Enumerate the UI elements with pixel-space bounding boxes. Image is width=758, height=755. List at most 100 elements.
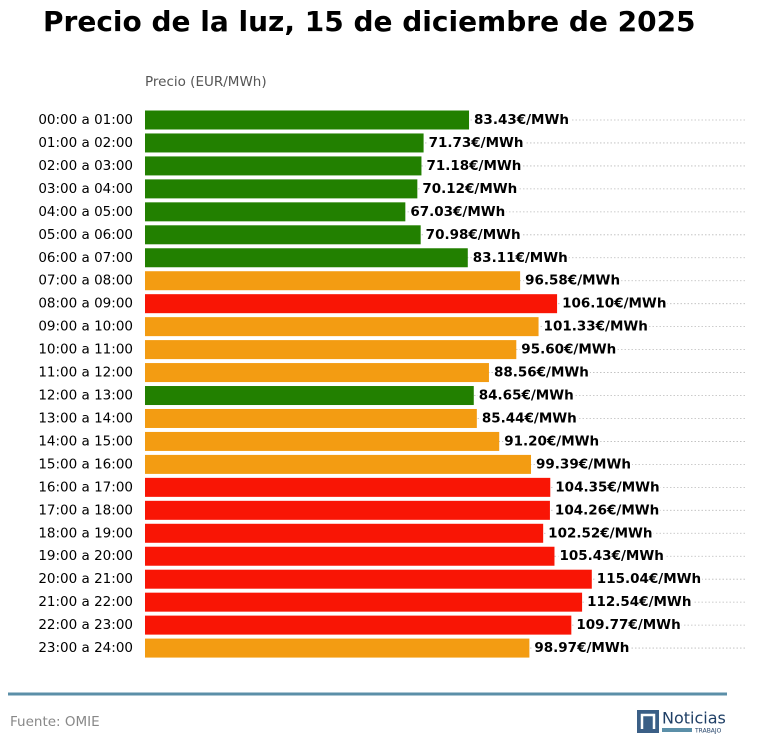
label-bg [558,548,665,565]
y-tick-label: 11:00 a 12:00 [38,365,133,381]
label-bg [520,341,618,358]
y-tick-label: 01:00 a 02:00 [38,135,133,151]
value-label: 84.65€/MWh [479,388,574,404]
value-label: 109.77€/MWh [576,617,680,633]
bar [145,638,530,658]
value-label: 70.12€/MWh [422,181,517,197]
bar [145,431,500,451]
value-label: 95.60€/MWh [521,342,616,358]
label-bg [425,157,523,174]
logo-glyph [640,713,656,729]
label-bg [409,203,507,220]
y-tick-label: 16:00 a 17:00 [38,479,133,495]
y-tick-label: 19:00 a 20:00 [38,548,133,564]
label-bg [553,502,661,519]
value-label: 85.44€/MWh [482,410,577,426]
y-tick-label: 20:00 a 21:00 [38,571,133,587]
bar [145,179,418,199]
y-tick-label: 08:00 a 09:00 [38,296,133,312]
label-bg [575,617,682,634]
y-tick-label: 00:00 a 01:00 [38,112,133,128]
y-tick-label: 02:00 a 03:00 [38,158,133,174]
bar [145,408,477,428]
y-tick-label: 17:00 a 18:00 [38,502,133,518]
bar [145,248,468,268]
y-tick-label: 07:00 a 08:00 [38,273,133,289]
value-label: 70.98€/MWh [426,227,521,243]
value-label: 106.10€/MWh [562,296,666,312]
y-tick-label: 23:00 a 24:00 [38,640,133,656]
bar [145,523,544,543]
value-label: 88.56€/MWh [494,365,589,381]
label-bg [561,295,668,312]
label-bg [477,387,575,404]
label-bg [595,571,703,588]
axis-label: Precio (EUR/MWh) [145,74,267,90]
bar [145,386,474,406]
label-bg [503,433,601,450]
label-bg [533,640,631,657]
bar [145,317,539,337]
value-label: 83.43€/MWh [474,112,569,128]
bar [145,569,592,589]
bar [145,202,406,222]
label-bg [547,525,654,542]
bar [145,225,421,245]
bar [145,271,521,291]
value-label: 105.43€/MWh [559,548,663,564]
value-label: 67.03€/MWh [410,204,505,220]
label-bg [473,112,571,128]
y-tick-label: 10:00 a 11:00 [38,342,133,358]
y-tick-label: 13:00 a 14:00 [38,410,133,426]
label-bg [421,180,519,197]
y-tick-label: 14:00 a 15:00 [38,433,133,449]
bar [145,454,532,474]
y-tick-label: 22:00 a 23:00 [38,617,133,633]
logo-icon [637,710,659,733]
y-tick-label: 18:00 a 19:00 [38,525,133,541]
bar [145,294,558,314]
bar [145,477,551,497]
value-label: 99.39€/MWh [536,456,631,472]
label-bg [427,134,525,151]
value-label: 91.20€/MWh [504,433,599,449]
value-label: 101.33€/MWh [544,319,648,335]
source: Fuente: OMIE [10,714,100,730]
y-tick-label: 12:00 a 13:00 [38,388,133,404]
bar [145,592,583,612]
bar [145,546,555,566]
bar [145,340,517,360]
bar [145,500,550,520]
y-tick-label: 06:00 a 07:00 [38,250,133,266]
bar [145,133,424,153]
label-bg [554,479,661,496]
value-label: 115.04€/MWh [597,571,701,587]
value-label: 112.54€/MWh [587,594,691,610]
logo-sub: TRABAJO [694,728,722,735]
logo-text: Noticias [662,709,726,728]
y-tick-label: 04:00 a 05:00 [38,204,133,220]
value-label: 71.18€/MWh [426,158,521,174]
value-label: 83.11€/MWh [473,250,568,266]
value-label: 104.35€/MWh [555,479,659,495]
logo-bar [662,728,692,732]
value-label: 98.97€/MWh [534,640,629,656]
bar [145,156,422,176]
value-label: 102.52€/MWh [548,525,652,541]
y-tick-label: 03:00 a 04:00 [38,181,133,197]
y-tick-label: 21:00 a 22:00 [38,594,133,610]
chart-title: Precio de la luz, 15 de diciembre de 202… [43,5,696,38]
value-label: 96.58€/MWh [525,273,620,289]
y-tick-label: 15:00 a 16:00 [38,456,133,472]
label-bg [542,318,649,335]
bar [145,363,489,383]
bar [145,615,572,635]
label-bg [586,594,693,611]
label-bg [471,249,569,266]
value-label: 71.73€/MWh [429,135,524,151]
value-label: 104.26€/MWh [555,502,659,518]
label-bg [492,364,590,381]
label-bg [424,226,522,243]
label-bg [524,272,622,289]
